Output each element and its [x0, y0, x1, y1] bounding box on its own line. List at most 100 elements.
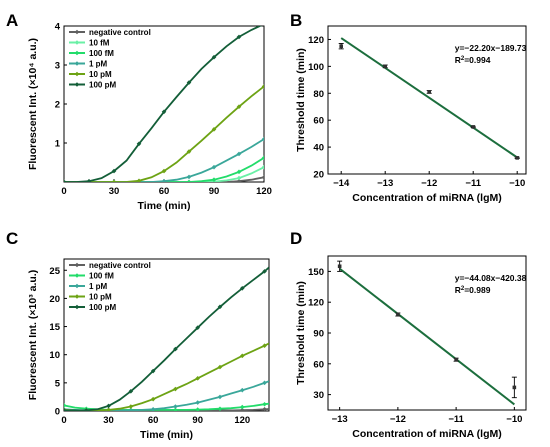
- series-point-2: [150, 407, 156, 411]
- series-point-2: [262, 380, 267, 386]
- x-tick-label: 90: [209, 186, 220, 197]
- data-point: [427, 90, 431, 94]
- x-tick-label: −13: [332, 414, 348, 425]
- series-point-0: [239, 407, 245, 411]
- series-point-2: [211, 177, 217, 182]
- legend-label: negative control: [89, 28, 151, 37]
- series-point-1: [217, 406, 223, 411]
- legend-label: 100 fM: [89, 272, 114, 281]
- series-point-2: [261, 155, 264, 161]
- series-point-5: [186, 80, 192, 85]
- legend-marker: [74, 262, 80, 268]
- data-point: [337, 264, 342, 269]
- x-axis-label: Concentration of miRNA (lgM): [352, 192, 502, 204]
- y-tick-label: 120: [308, 35, 324, 46]
- series-point-4: [128, 388, 134, 394]
- legend-marker: [74, 304, 80, 310]
- data-point: [339, 44, 343, 48]
- series-point-5: [64, 179, 67, 182]
- legend-marker: [74, 29, 80, 35]
- x-tick-label: 120: [234, 415, 250, 426]
- series-point-4: [111, 179, 117, 182]
- y-axis-label: Fluorescent Int. (×10⁴ a.u.): [27, 38, 39, 170]
- x-tick-label: 0: [61, 415, 66, 426]
- y-tick-label: 1: [55, 139, 61, 150]
- fit-line: [339, 267, 515, 406]
- legend-label: 10 fM: [89, 39, 110, 48]
- y-tick-label: 2: [55, 100, 60, 111]
- y-tick-label: 60: [313, 359, 324, 370]
- series-point-5: [111, 168, 117, 174]
- y-tick-label: 15: [49, 322, 60, 333]
- series-point-4: [262, 269, 267, 274]
- y-tick-label: 25: [49, 266, 60, 277]
- x-tick-label: 30: [109, 186, 120, 197]
- legend-label: 100 fM: [89, 49, 114, 58]
- fit-equation: y=−22.20x−189.73: [455, 43, 527, 53]
- series-point-3: [128, 404, 134, 409]
- y-tick-label: 150: [308, 267, 324, 278]
- series-point-4: [217, 304, 223, 310]
- r-squared-symbol: R: [455, 285, 461, 295]
- series-point-5: [136, 141, 142, 147]
- series-point-4: [211, 127, 217, 132]
- x-tick-label: 60: [159, 186, 170, 197]
- series-line-2: [64, 157, 264, 182]
- x-tick-label: 120: [256, 186, 272, 197]
- x-tick-label: −13: [377, 178, 393, 189]
- series-point-2: [128, 408, 134, 411]
- series-line-0: [64, 176, 264, 182]
- data-point: [471, 125, 475, 129]
- x-tick-label: −14: [333, 178, 350, 189]
- series-point-2: [195, 400, 200, 405]
- data-point: [515, 156, 519, 160]
- legend-label: 10 pM: [89, 293, 112, 302]
- x-axis-label: Time (min): [140, 429, 193, 441]
- series-point-4: [261, 84, 264, 89]
- series-point-3: [262, 343, 267, 348]
- y-tick-label: 100: [308, 62, 324, 73]
- r-squared-value: =0.994: [464, 55, 491, 65]
- data-point: [396, 312, 400, 317]
- y-tick-label: 4: [55, 22, 61, 33]
- fit-line: [340, 37, 518, 159]
- legend-label: 10 pM: [89, 70, 112, 79]
- legend-marker: [74, 40, 80, 45]
- r-squared-exponent: 2: [461, 286, 465, 292]
- legend-label: negative control: [89, 261, 151, 270]
- series-point-1: [173, 407, 178, 411]
- x-tick-label: −11: [465, 178, 481, 189]
- series-line-3: [64, 342, 269, 411]
- series-point-4: [239, 285, 245, 291]
- r-squared: R2=0.989: [455, 285, 491, 295]
- series-point-1: [195, 407, 200, 411]
- plot-frame: [327, 25, 527, 175]
- series-point-3: [150, 396, 156, 402]
- y-axis-label: Threshold time (min): [295, 48, 307, 152]
- legend-marker: [74, 71, 80, 77]
- r-squared-symbol: R: [455, 55, 461, 65]
- series-point-1: [236, 175, 242, 181]
- y-tick-label: 20: [313, 170, 324, 181]
- y-tick-label: 0: [55, 407, 60, 418]
- series-point-5: [161, 109, 167, 115]
- legend-label: 100 pM: [89, 303, 116, 312]
- series-point-2: [217, 394, 223, 400]
- series-point-3: [161, 178, 167, 182]
- y-tick-label: 30: [313, 390, 324, 401]
- r-squared-value: =0.989: [464, 285, 491, 295]
- panel-label-D: D: [290, 229, 302, 248]
- series-point-4: [150, 368, 156, 374]
- series-point-4: [161, 168, 167, 174]
- series-point-4: [64, 408, 67, 411]
- series-point-0: [236, 178, 242, 182]
- x-tick-label: 90: [192, 415, 203, 426]
- panel-D-scatter-chart: −13 −12 −11 −10 30 60 90 120 150 Concentration of…: [295, 255, 527, 440]
- x-tick-label: −10: [509, 178, 525, 189]
- series-point-5: [236, 34, 242, 40]
- series-point-4: [136, 178, 142, 182]
- legend-label: 1 pM: [89, 282, 108, 291]
- series-line-1: [64, 166, 264, 182]
- r-squared: R2=0.994: [455, 55, 491, 65]
